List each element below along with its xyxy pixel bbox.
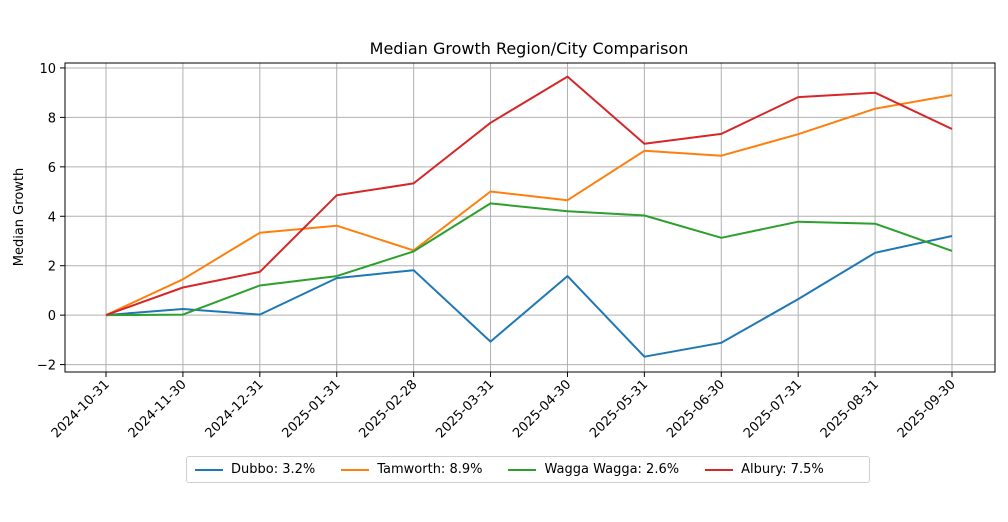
chart-title: Median Growth Region/City Comparison	[370, 39, 689, 58]
legend-item: Wagga Wagga: 2.6%	[508, 462, 679, 477]
x-tick-label: 2024-11-30	[126, 377, 190, 441]
x-tick-label: 2025-07-31	[741, 377, 805, 441]
legend-swatch	[195, 468, 223, 471]
plot-frame	[64, 62, 996, 373]
legend-label: Tamworth: 8.9%	[377, 462, 483, 477]
series-line-wagga-wagga	[105, 202, 953, 317]
legend: Dubbo: 3.2% Tamworth: 8.9% Wagga Wagga: 2.…	[186, 456, 870, 483]
legend-label: Wagga Wagga: 2.6%	[544, 462, 680, 477]
y-tick-label: 8	[48, 111, 56, 126]
series-line-albury	[105, 75, 953, 317]
grid	[65, 63, 995, 372]
legend-item: Dubbo: 3.2%	[195, 462, 315, 477]
y-tick-label: 4	[48, 210, 56, 225]
x-tick-label: 2025-06-30	[664, 377, 728, 441]
x-tick-label: 2025-03-31	[433, 377, 497, 441]
legend-swatch	[341, 468, 370, 471]
y-tick-label: 6	[48, 161, 56, 176]
x-tick-label: 2024-10-31	[49, 377, 113, 441]
y-tick-label: 2	[48, 260, 56, 275]
y-axis: −2 0 2 4 6 8 10	[37, 62, 65, 374]
y-tick-label: −2	[37, 359, 56, 374]
legend-swatch	[508, 468, 537, 471]
x-tick-label: 2025-04-30	[510, 377, 574, 441]
x-tick-label: 2025-09-30	[895, 377, 959, 441]
y-axis-label: Median Growth	[12, 168, 27, 266]
legend-swatch	[705, 468, 734, 471]
x-tick-label: 2025-05-31	[587, 377, 651, 441]
legend-label: Albury: 7.5%	[741, 462, 824, 477]
series-line-tamworth	[105, 94, 953, 317]
series-lines	[105, 75, 953, 358]
series-line-dubbo	[105, 235, 953, 358]
y-tick-label: 10	[39, 62, 56, 77]
x-tick-label: 2025-08-31	[818, 377, 882, 441]
x-tick-label: 2025-02-28	[356, 377, 420, 441]
legend-label: Dubbo: 3.2%	[231, 462, 316, 477]
legend-item: Tamworth: 8.9%	[341, 462, 482, 477]
x-tick-label: 2025-01-31	[280, 377, 344, 441]
y-tick-label: 0	[48, 309, 56, 324]
legend-item: Albury: 7.5%	[705, 462, 824, 477]
x-tick-label: 2024-12-31	[203, 377, 267, 441]
x-axis: 2024-10-31 2024-11-30 2024-12-31 2025-01-31…	[49, 372, 959, 441]
